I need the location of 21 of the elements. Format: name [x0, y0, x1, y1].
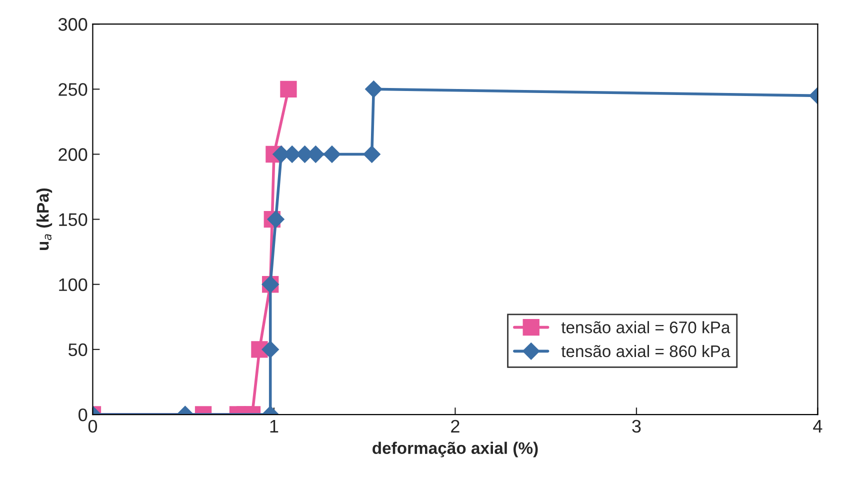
x-tick-label: 4 — [813, 420, 822, 432]
x-tick-label: 1 — [270, 420, 278, 432]
y-tick-label: 50 — [68, 343, 88, 356]
legend-label: tensão axial = 860 kPa — [561, 344, 730, 358]
x-tick-label: 2 — [451, 420, 460, 432]
y-axis-title: u$_{a}$ (kPa) — [36, 188, 52, 250]
point — [363, 146, 380, 163]
point — [267, 210, 284, 228]
y-tick-label: 200 — [58, 148, 88, 161]
point — [365, 80, 382, 98]
point — [280, 80, 297, 98]
point — [323, 146, 341, 163]
x-tick-label: 3 — [632, 420, 641, 433]
x-tick-label: 0 — [88, 420, 98, 433]
legend-label: tensão axial = 670 kPa — [561, 321, 730, 334]
x-axis-title: deformação axial (%) — [372, 442, 538, 458]
y-tick-label: 250 — [58, 83, 88, 96]
y-tick-label: 100 — [59, 278, 88, 292]
y-tick-label: 300 — [58, 18, 88, 31]
y-tick-label: 150 — [59, 213, 88, 226]
y-tick-label: 0 — [78, 408, 88, 422]
